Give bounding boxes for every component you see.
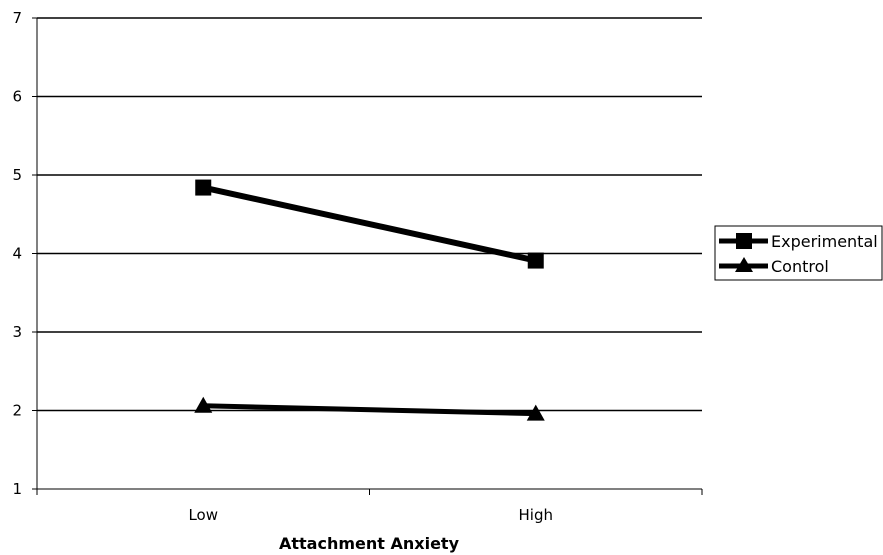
legend-label-experimental: Experimental xyxy=(771,232,878,251)
gridlines xyxy=(32,17,702,490)
data-point-triangle xyxy=(526,404,545,421)
series-line xyxy=(203,403,536,417)
y-tick-labels: 1 2 3 4 5 6 7 xyxy=(12,9,22,498)
legend-label-control: Control xyxy=(771,257,829,276)
series-experimental xyxy=(195,179,544,269)
series-line xyxy=(202,184,537,264)
series-control xyxy=(194,396,545,421)
y-tick-label: 1 xyxy=(12,480,22,498)
legend: Experimental Control xyxy=(714,225,883,281)
y-tick-label: 6 xyxy=(12,88,22,106)
series xyxy=(194,179,545,421)
legend-marker-triangle xyxy=(735,257,753,272)
x-axis-title: Attachment Anxiety xyxy=(279,534,460,553)
x-tick-labels: Low High xyxy=(36,489,703,524)
y-tick-label: 4 xyxy=(12,245,22,263)
data-point-square xyxy=(195,179,212,196)
y-tick-label: 2 xyxy=(12,402,22,420)
legend-marker-square xyxy=(736,233,752,249)
data-point-square xyxy=(527,252,544,269)
x-tick-label: High xyxy=(519,506,553,524)
y-tick-label: 5 xyxy=(12,166,22,184)
data-point-triangle xyxy=(194,396,213,413)
y-tick-label: 7 xyxy=(12,9,22,27)
x-tick-label: Low xyxy=(188,506,218,524)
y-tick-label: 3 xyxy=(12,323,22,341)
